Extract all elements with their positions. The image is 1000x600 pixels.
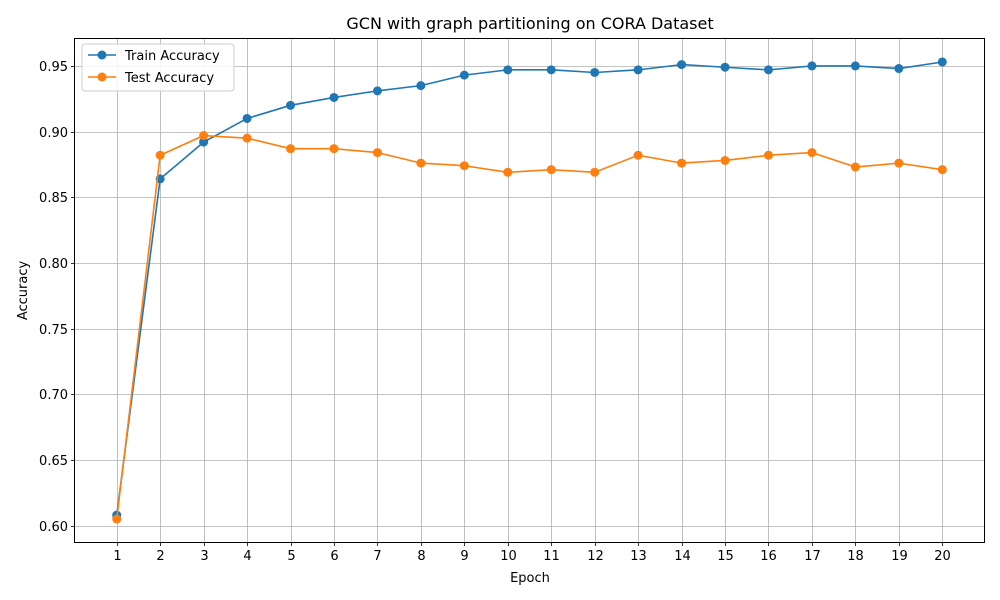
data-point-test-accuracy [894,158,904,168]
data-point-train-accuracy [720,62,730,72]
x-tick-label: 15 [717,549,734,564]
data-point-train-accuracy [633,65,643,75]
data-point-train-accuracy [763,65,773,75]
data-point-train-accuracy [590,67,600,77]
x-tick-label: 7 [373,549,381,564]
data-point-train-accuracy [329,92,339,102]
data-point-test-accuracy [546,165,556,175]
data-point-test-accuracy [850,162,860,172]
x-tick-label: 10 [500,549,517,564]
data-point-test-accuracy [677,158,687,168]
data-point-test-accuracy [763,150,773,160]
x-tick-label: 8 [417,549,425,564]
x-tick-label: 19 [891,549,908,564]
data-point-train-accuracy [459,70,469,80]
data-point-test-accuracy [112,514,122,524]
y-tick-label: 0.65 [39,454,68,469]
data-point-test-accuracy [459,161,469,171]
x-tick-label: 1 [113,549,121,564]
data-point-test-accuracy [155,150,165,160]
series-line-train-accuracy [115,61,943,516]
x-tick-label: 14 [674,549,691,564]
data-point-test-accuracy [720,155,730,165]
x-tick-label: 4 [243,549,251,564]
series-layer [112,57,947,524]
data-point-train-accuracy [286,100,296,110]
y-tick-label: 0.80 [39,257,68,272]
chart-title: GCN with graph partitioning on CORA Data… [346,14,713,33]
x-tick-label: 16 [760,549,777,564]
y-tick-label: 0.95 [39,60,68,75]
series-line-test-accuracy [115,134,943,520]
y-tick-label: 0.60 [39,520,68,535]
legend: Train Accuracy Test Accuracy [81,43,235,92]
legend-label-train: Train Accuracy [124,49,220,64]
x-tick-label: 2 [156,549,164,564]
x-tick-label: 11 [543,549,560,564]
data-point-train-accuracy [503,65,513,75]
legend-marker-test [97,72,107,82]
data-point-train-accuracy [416,81,426,91]
x-tick-label: 13 [630,549,647,564]
x-tick-label: 20 [934,549,951,564]
data-point-test-accuracy [416,158,426,168]
x-tick-label: 12 [587,549,604,564]
y-tick-label: 0.70 [39,388,68,403]
data-point-train-accuracy [546,65,556,75]
y-tick-label: 0.75 [39,323,68,338]
data-point-train-accuracy [677,60,687,70]
legend-marker-train [97,50,107,60]
grid [75,39,984,542]
data-point-test-accuracy [199,131,209,141]
x-axis-title: Epoch [510,571,550,586]
data-point-test-accuracy [590,167,600,177]
y-tick-label: 0.85 [39,191,68,206]
x-tick-label: 6 [330,549,338,564]
data-point-train-accuracy [199,137,209,147]
data-point-train-accuracy [894,64,904,74]
y-axis-title: Accuracy [16,261,31,321]
data-point-test-accuracy [937,165,947,175]
x-axis: 1 2 3 4 5 6 7 8 9 10 11 12 13 14 15 16 17 18 19 20 [113,542,951,564]
data-point-test-accuracy [633,150,643,160]
data-point-train-accuracy [807,61,817,71]
x-tick-label: 5 [287,549,295,564]
series-test-accuracy [112,131,947,524]
x-tick-label: 18 [847,549,864,564]
x-tick-label: 3 [200,549,208,564]
data-point-test-accuracy [329,144,339,154]
y-tick-label: 0.90 [39,126,68,141]
data-point-test-accuracy [286,144,296,154]
plot-frame [74,38,985,543]
data-point-train-accuracy [242,113,252,123]
series-train-accuracy [112,57,947,520]
legend-box [81,43,235,92]
data-point-test-accuracy [372,148,382,158]
data-point-train-accuracy [372,86,382,96]
data-point-test-accuracy [503,167,513,177]
data-point-test-accuracy [242,133,252,143]
x-tick-label: 9 [460,549,468,564]
legend-label-test: Test Accuracy [124,71,214,86]
y-axis: 0.60 0.65 0.70 0.75 0.80 0.85 0.90 0.95 [39,60,75,535]
data-point-test-accuracy [807,148,817,158]
data-point-train-accuracy [937,57,947,67]
data-point-train-accuracy [850,61,860,71]
x-tick-label: 17 [804,549,821,564]
